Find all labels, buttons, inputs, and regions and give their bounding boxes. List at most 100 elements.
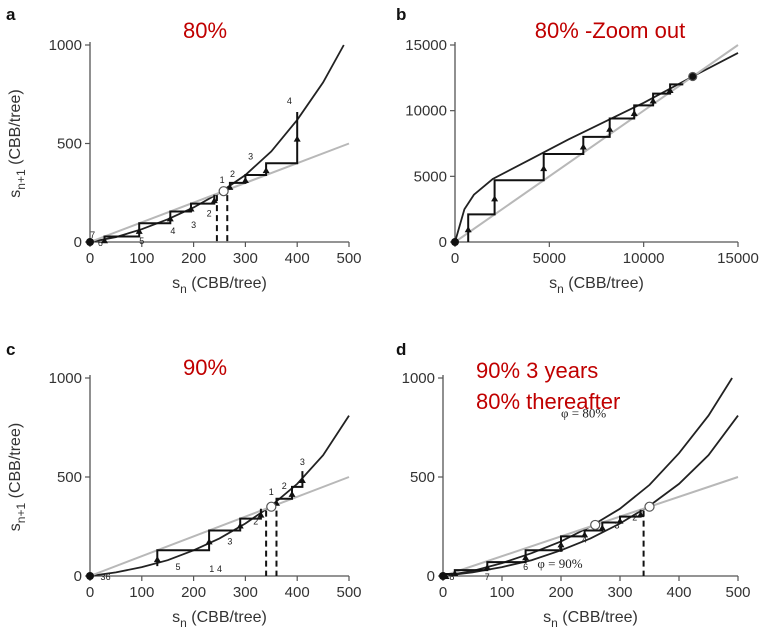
y-axis-label-letter: s	[7, 523, 24, 531]
step-label: 3	[227, 536, 232, 546]
y-axis-label-subscript: n+1	[14, 503, 28, 524]
x-tick-label: 400	[285, 584, 310, 601]
step-label: 1	[269, 487, 274, 497]
x-tick-label: 200	[548, 584, 573, 601]
step-label: 4	[170, 226, 175, 236]
x-axis-label: sn (CBB/tree)	[172, 275, 267, 296]
x-tick-label: 200	[181, 584, 206, 601]
y-tick-label: 5000	[414, 168, 447, 185]
y-tick-label: 0	[74, 234, 82, 251]
cobweb-path	[467, 83, 684, 242]
cobweb-arrowhead	[451, 570, 459, 577]
x-axis-label-letter: s	[172, 275, 180, 292]
panel-letter: a	[6, 5, 16, 24]
curve-label-80: φ = 80%	[561, 406, 606, 421]
x-axis-label-units: (CBB/tree)	[558, 609, 638, 626]
y-tick-label: 500	[57, 136, 82, 153]
y-tick-label: 0	[439, 234, 447, 251]
x-tick-label: 10000	[623, 250, 665, 267]
cobweb-arrowhead	[101, 237, 109, 244]
step-label: 3	[615, 520, 620, 530]
step-label: 1	[220, 175, 225, 185]
fixed-point	[218, 186, 229, 197]
x-tick-label: 0	[86, 250, 94, 267]
map-curve	[89, 44, 345, 243]
cobweb-arrowhead	[579, 143, 587, 150]
panel-letter: d	[396, 340, 406, 359]
y-tick-label: 10000	[405, 103, 447, 120]
y-axis-label: sn+1 (CBB/tree)	[7, 423, 28, 531]
cobweb-arrowhead	[257, 511, 265, 518]
cobweb-arrowhead	[262, 167, 270, 174]
step-label: 3	[300, 457, 305, 467]
step-label: 7	[90, 230, 95, 240]
x-tick-label: 200	[181, 250, 206, 267]
cobweb-arrowhead	[557, 541, 565, 548]
step-label: 5	[139, 236, 144, 246]
cobweb-path	[156, 508, 262, 567]
step-label: 7	[485, 572, 490, 582]
y-tick-label: 500	[57, 469, 82, 486]
y-axis-label-units: (CBB/tree)	[7, 89, 24, 169]
step-label: 4	[287, 96, 292, 106]
cobweb-arrowhead	[226, 183, 234, 190]
step-label: 2	[282, 481, 287, 491]
cobweb-arrowhead	[288, 490, 296, 497]
x-axis-label-units: (CBB/tree)	[564, 275, 644, 292]
origin-point	[451, 238, 459, 246]
x-axis-label-units: (CBB/tree)	[187, 609, 267, 626]
x-axis-label-letter: s	[549, 275, 557, 292]
step-label: 3	[191, 220, 196, 230]
cobweb-arrowhead	[153, 556, 161, 563]
origin-point	[86, 238, 94, 246]
x-tick-label: 100	[489, 584, 514, 601]
cobweb-arrowhead	[293, 135, 301, 142]
x-axis-label-subscript: n	[180, 282, 187, 296]
y-axis-label-letter: s	[7, 190, 24, 198]
y-tick-label: 1000	[49, 370, 82, 387]
cobweb-arrowhead	[598, 524, 606, 531]
x-tick-label: 400	[666, 584, 691, 601]
annotation-note: 90% 3 years	[476, 358, 598, 383]
curve-label-90: φ = 90%	[537, 556, 582, 571]
cobweb-arrowhead	[236, 522, 244, 529]
x-axis-label-letter: s	[172, 609, 180, 626]
x-tick-label: 0	[439, 584, 447, 601]
cobweb-arrowhead	[483, 564, 491, 571]
y-axis-label: sn+1 (CBB/tree)	[7, 89, 28, 197]
step-label: 3	[248, 151, 253, 161]
fixed-point	[266, 501, 277, 512]
x-tick-label: 100	[129, 250, 154, 267]
step-label: 1	[209, 564, 214, 574]
cobweb-arrowhead	[135, 227, 143, 234]
cobweb-arrowhead	[649, 97, 657, 104]
cobweb-path-upper	[275, 471, 304, 505]
cobweb-arrowhead	[616, 517, 624, 524]
annotation-note: 90%	[183, 355, 227, 380]
cobweb-arrowhead	[581, 531, 589, 538]
x-axis-label-units: (CBB/tree)	[187, 275, 267, 292]
annotation-note: 80% thereafter	[476, 389, 620, 414]
x-tick-label: 500	[336, 250, 361, 267]
step-label: 6	[106, 572, 111, 582]
cobweb-arrowhead	[205, 538, 213, 545]
cobweb-arrowhead	[491, 195, 499, 202]
x-tick-label: 5000	[533, 250, 566, 267]
step-label: 8	[449, 572, 454, 582]
cobweb-arrowhead	[210, 197, 218, 204]
step-label: 4	[217, 564, 222, 574]
step-label: 2	[253, 517, 258, 527]
cobweb-arrowhead	[464, 226, 472, 233]
y-tick-label: 1000	[49, 37, 82, 54]
y-tick-label: 0	[427, 568, 435, 585]
step-label: 6	[523, 562, 528, 572]
fixed-point	[590, 519, 601, 531]
cobweb-arrowhead	[298, 476, 306, 483]
y-tick-label: 1000	[402, 370, 435, 387]
x-tick-label: 0	[86, 584, 94, 601]
cobweb-arrowhead	[666, 86, 674, 93]
cobweb-arrowhead	[187, 205, 195, 212]
